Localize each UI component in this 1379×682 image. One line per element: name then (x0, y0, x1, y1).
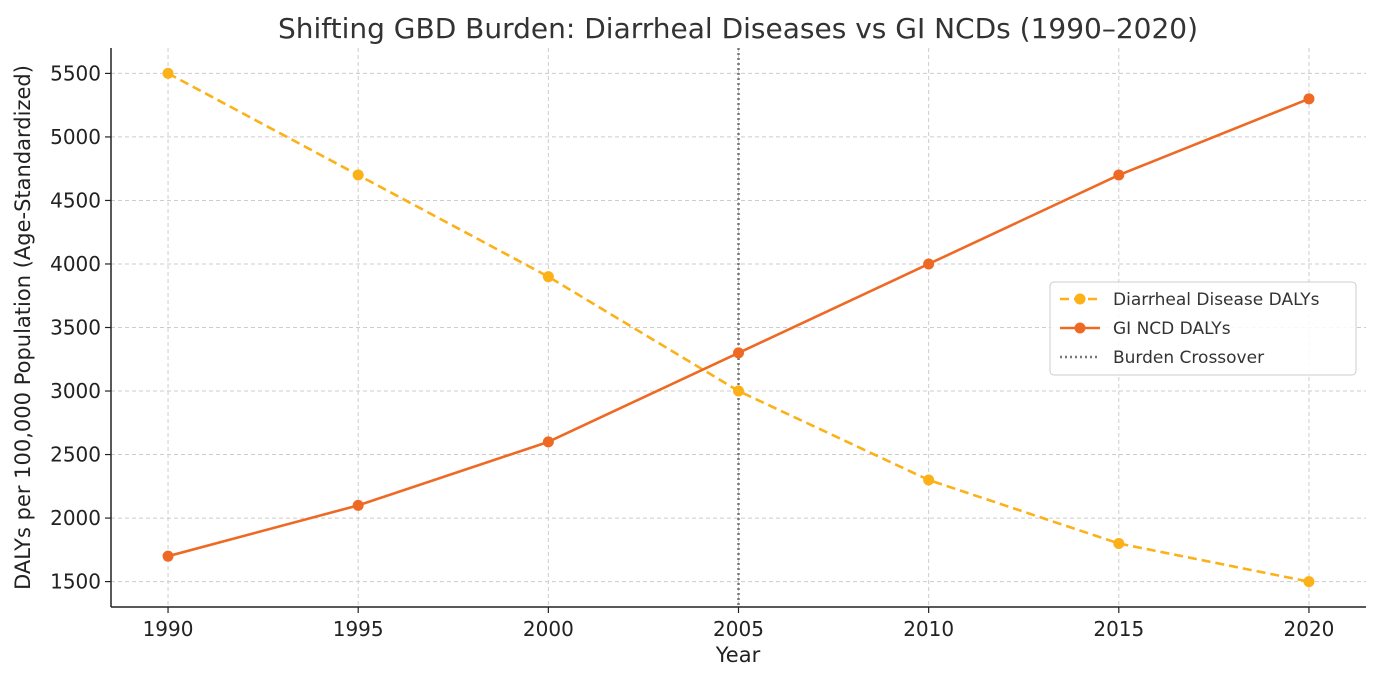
series-0-point (542, 271, 554, 283)
series-0-point (923, 474, 935, 486)
series-1-point (1303, 93, 1315, 105)
y-tick-label: 3500 (50, 316, 101, 340)
series-0-point (733, 385, 744, 397)
x-tick-label: 2015 (1093, 617, 1144, 641)
series-layer (162, 67, 1315, 588)
series-1-point (923, 258, 935, 270)
y-tick-label: 4500 (50, 188, 101, 212)
series-1-point (352, 499, 364, 511)
series-0-point (162, 67, 174, 79)
y-tick-label: 1500 (50, 570, 101, 594)
legend-label: Diarrheal Disease DALYs (1113, 290, 1320, 310)
legend: Diarrheal Disease DALYs GI NCD DALYs Burde… (1049, 281, 1357, 376)
y-axis-title: DALYs per 100,000 Population (Age-Standa… (11, 65, 35, 590)
tick-labels: 1990 1995 2000 2005 2010 2015 2020 1500 2000 2500… (50, 61, 1334, 641)
series-1-point (542, 436, 554, 448)
legend-label: Burden Crossover (1113, 348, 1264, 368)
series-0-point (1113, 537, 1125, 549)
y-tick-label: 5000 (50, 125, 101, 149)
x-tick-label: 2020 (1284, 617, 1335, 641)
series-1-point (733, 347, 744, 359)
series-0-point (1303, 576, 1315, 588)
x-tick-label: 2010 (903, 617, 954, 641)
x-tick-label: 2005 (713, 617, 764, 641)
x-tick-label: 1990 (143, 617, 194, 641)
x-tick-label: 2000 (523, 617, 574, 641)
series-1-point (1113, 169, 1125, 181)
chart-title: Shifting GBD Burden: Diarrheal Diseases … (278, 12, 1198, 45)
legend-marker (1074, 293, 1086, 305)
y-tick-label: 5500 (50, 61, 101, 85)
y-tick-label: 4000 (50, 252, 101, 276)
axes (105, 48, 1366, 613)
y-tick-label: 2500 (50, 443, 101, 467)
y-tick-label: 3000 (50, 379, 101, 403)
x-axis-title: Year (715, 643, 761, 667)
series-1-point (162, 550, 174, 562)
series-0-point (352, 169, 364, 181)
legend-label: GI NCD DALYs (1113, 319, 1231, 339)
legend-box (1049, 281, 1357, 376)
y-tick-label: 2000 (50, 506, 101, 530)
x-tick-label: 1995 (333, 617, 384, 641)
legend-marker (1074, 322, 1086, 334)
